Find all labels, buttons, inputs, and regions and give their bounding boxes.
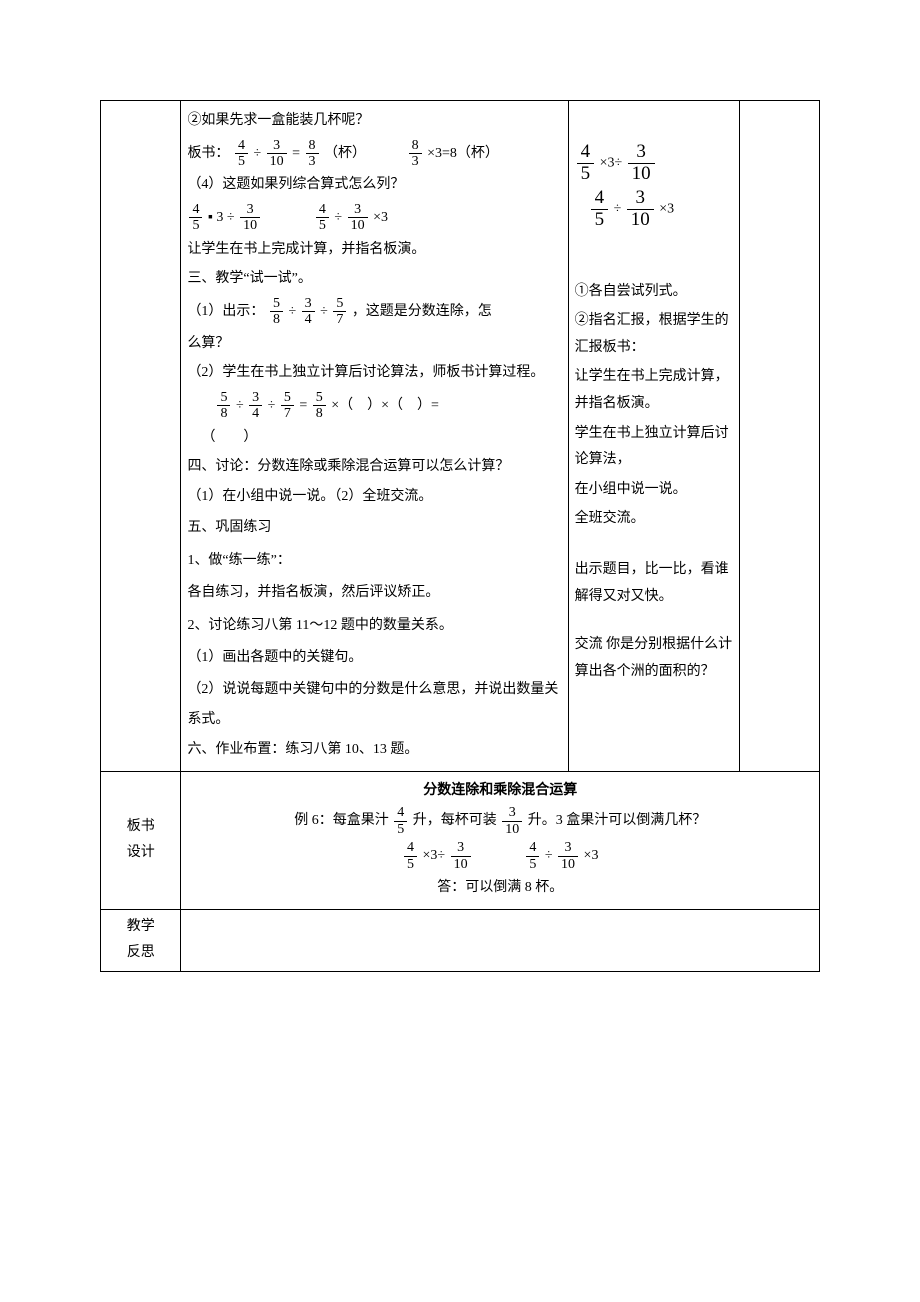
fraction: 310: [348, 202, 368, 234]
board-answer: 答：可以倒满 8 杯。: [187, 875, 813, 902]
blank-paren-line: （ ）: [187, 425, 561, 452]
fraction: 58: [217, 390, 230, 422]
fraction: 310: [267, 138, 287, 170]
fraction: 310: [451, 840, 471, 872]
expr-tail: ×3=8（杯）: [427, 146, 499, 161]
table-row: 板书 设计 分数连除和乘除混合运算 例 6：每盒果汁 45 升，每杯可装 310…: [101, 771, 820, 909]
row-label-empty: [101, 101, 181, 772]
fraction: 83: [306, 138, 319, 170]
fraction: 58: [313, 390, 326, 422]
fraction: 45: [394, 805, 407, 837]
text-line: 1、做“练一练”：: [187, 546, 561, 575]
fraction: 310: [240, 202, 260, 234]
side-line: 全班交流。: [575, 506, 733, 533]
text-line: 让学生在书上完成计算，并指名板演。: [187, 237, 561, 264]
fraction: 310: [627, 188, 654, 231]
lead: 例 6：每盒果汁: [294, 814, 389, 829]
op: ×3÷: [422, 848, 445, 863]
remark-cell-empty: [739, 101, 819, 772]
side-line: 在小组中说一说。: [575, 477, 733, 504]
fraction: 57: [281, 390, 294, 422]
text-line: （2）学生在书上独立计算后讨论算法，师板书计算过程。: [187, 360, 561, 387]
big-expr-1: 45 ×3÷ 310: [575, 142, 733, 185]
row-label-reflect: 教学 反思: [101, 909, 181, 971]
table-row: ②如果先求一盒能装几杯呢？ 板书： 45 ÷ 310 = 83 （杯） 83 ×…: [101, 101, 820, 772]
row-label-board: 板书 设计: [101, 771, 181, 909]
board-example: 例 6：每盒果汁 45 升，每杯可装 310 升。3 盒果汁可以倒满几杯？: [187, 805, 813, 837]
op: ×3÷: [600, 156, 623, 171]
text-line: （1）出示： 58 ÷ 34 ÷ 57 ，这题是分数连除，怎: [187, 296, 561, 328]
fraction: 83: [409, 138, 422, 170]
fraction: 58: [270, 296, 283, 328]
student-activity-cell: 45 ×3÷ 310 45 ÷ 310 ×3 ①各自尝试列式。 ②指名汇报，根据…: [568, 101, 739, 772]
fraction: 45: [235, 138, 248, 170]
fraction: 310: [502, 805, 522, 837]
section-heading: 四、讨论：分数连除或乘除混合运算可以怎么计算？: [187, 454, 561, 481]
board-eq-line: 45 ×3÷ 310 45 ÷ 310 ×3: [187, 840, 813, 872]
fraction: 310: [558, 840, 578, 872]
text-line: （1）画出各题中的关键句。: [187, 643, 561, 672]
fraction: 45: [404, 840, 417, 872]
combined-expr-line: 45 ▪ 3 ÷ 310 45 ÷ 310 ×3: [187, 202, 561, 234]
expr-tail: ×3: [373, 210, 388, 225]
text-line: 2、讨论练习八第 11～12 题中的数量关系。: [187, 611, 561, 640]
table-row: 教学 反思: [101, 909, 820, 971]
text-line: 各自练习，并指名板演，然后评议矫正。: [187, 578, 561, 607]
side-line: 出示题目，比一比，看谁解得又对又快。: [575, 557, 733, 610]
side-line: ②指名汇报，根据学生的汇报板书：: [575, 308, 733, 361]
work-equation: 58 ÷ 34 ÷ 57 = 58 ×（ ）×（ ）=: [187, 390, 561, 422]
op: ÷: [614, 201, 622, 216]
side-line: 交流 你是分别根据什么计算出各个洲的面积的？: [575, 632, 733, 685]
label: 板书：: [187, 146, 229, 161]
side-line: 让学生在书上完成计算，并指名板演。: [575, 364, 733, 417]
board-title: 分数连除和乘除混合运算: [187, 776, 813, 803]
text-line: （4）这题如果列综合算式怎么列？: [187, 172, 561, 199]
side-line: 学生在书上独立计算后讨论算法，: [575, 421, 733, 474]
side-line: ①各自尝试列式。: [575, 279, 733, 306]
fraction: 34: [302, 296, 315, 328]
fraction: 57: [333, 296, 346, 328]
lesson-plan-table: ②如果先求一盒能装几杯呢？ 板书： 45 ÷ 310 = 83 （杯） 83 ×…: [100, 100, 820, 972]
fraction: 34: [249, 390, 262, 422]
expr-mid: ÷: [334, 210, 342, 225]
dot-op: ▪: [208, 210, 213, 225]
main-content-cell: ②如果先求一盒能装几杯呢？ 板书： 45 ÷ 310 = 83 （杯） 83 ×…: [181, 101, 568, 772]
text-line: （2）说说每题中关键句中的分数是什么意思，并说出数量关系式。: [187, 675, 561, 734]
lead: （1）出示：: [187, 304, 264, 319]
text-line: （1）在小组中说一说。（2）全班交流。: [187, 484, 561, 511]
unit: （杯）: [324, 146, 366, 161]
section-heading: 五、巩固练习: [187, 513, 561, 542]
blank-parens: ×（ ）×（ ）=: [331, 398, 439, 413]
tail: ×3: [659, 201, 674, 216]
section-heading: 六、作业布置：练习八第 10、13 题。: [187, 737, 561, 764]
tail: 升。3 盒果汁可以倒满几杯？: [528, 814, 707, 829]
fraction: 310: [628, 142, 655, 185]
fraction: 45: [189, 202, 202, 234]
board-equation-line: 板书： 45 ÷ 310 = 83 （杯） 83 ×3=8（杯）: [187, 138, 561, 170]
tail: ，这题是分数连除，怎: [352, 304, 492, 319]
text-line: 么算？: [187, 331, 561, 358]
text-line: ②如果先求一盒能装几杯呢？: [187, 108, 561, 135]
fraction: 45: [577, 142, 595, 185]
big-expr-2: 45 ÷ 310 ×3: [575, 188, 733, 231]
reflect-cell-empty: [181, 909, 820, 971]
section-heading: 三、教学“试一试”。: [187, 266, 561, 293]
board-design-cell: 分数连除和乘除混合运算 例 6：每盒果汁 45 升，每杯可装 310 升。3 盒…: [181, 771, 820, 909]
fraction: 45: [526, 840, 539, 872]
tail: ×3: [584, 848, 599, 863]
fraction: 45: [316, 202, 329, 234]
fraction: 45: [591, 188, 609, 231]
mid: 升，每杯可装: [413, 814, 497, 829]
expr-mid: 3 ÷: [216, 210, 234, 225]
op: ÷: [545, 848, 553, 863]
